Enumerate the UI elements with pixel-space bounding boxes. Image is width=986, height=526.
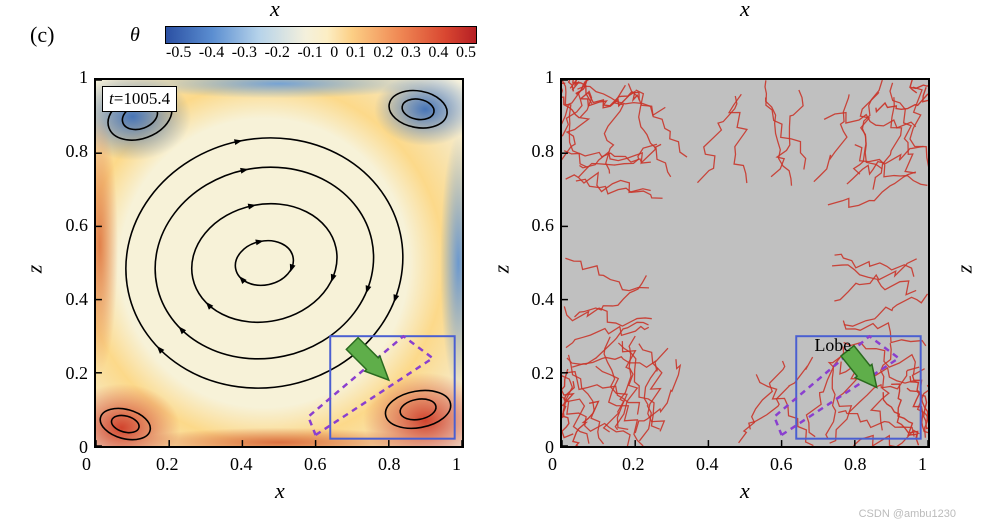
y-tick-label: 0 bbox=[54, 437, 88, 458]
axis-x-top-right: x bbox=[740, 0, 750, 22]
left-x-label: x bbox=[275, 478, 285, 504]
x-tick-label: 0.2 bbox=[622, 454, 645, 475]
y-tick-label: 0 bbox=[520, 437, 554, 458]
colorbar-ticks: -0.5 -0.4 -0.3 -0.2 -0.1 0 0.1 0.2 0.3 0.4 0.5 bbox=[166, 44, 476, 62]
x-tick-label: 0.8 bbox=[378, 454, 401, 475]
colorbar: -0.5 -0.4 -0.3 -0.2 -0.1 0 0.1 0.2 0.3 0.4 0.5 bbox=[165, 26, 477, 62]
y-tick-label: 0.4 bbox=[54, 289, 88, 310]
colorbar-tick: 0.5 bbox=[456, 44, 476, 62]
right-panel-svg: Lobe bbox=[562, 80, 928, 446]
x-tick-label: 0.6 bbox=[770, 454, 793, 475]
x-tick-label: 0.4 bbox=[230, 454, 253, 475]
y-tick-label: 0.2 bbox=[54, 363, 88, 384]
right-x-label: x bbox=[740, 478, 750, 504]
colorbar-tick: -0.4 bbox=[199, 44, 224, 62]
colorbar-tick: -0.2 bbox=[265, 44, 290, 62]
right-panel-plot: Lobe bbox=[560, 78, 930, 448]
y-tick-label: 0.8 bbox=[520, 141, 554, 162]
time-label: t=1005.4 bbox=[102, 86, 177, 112]
y-tick-label: 0.4 bbox=[520, 289, 554, 310]
y-tick-label: 0.6 bbox=[54, 215, 88, 236]
colorbar-tick: 0.2 bbox=[373, 44, 393, 62]
colorbar-tick: 0 bbox=[330, 44, 338, 62]
lobe-label: Lobe bbox=[815, 335, 852, 355]
colorbar-tick: 0.1 bbox=[346, 44, 366, 62]
y-tick-label: 0.8 bbox=[54, 141, 88, 162]
colorbar-tick: 0.3 bbox=[401, 44, 421, 62]
x-tick-label: 0.8 bbox=[844, 454, 867, 475]
watermark: CSDN @ambu1230 bbox=[859, 508, 956, 520]
left-y-label: z bbox=[21, 265, 47, 274]
right-y-label: z bbox=[488, 265, 514, 274]
x-tick-label: 0.4 bbox=[696, 454, 719, 475]
right-z-label-extra: z bbox=[951, 265, 977, 274]
colorbar-tick: 0.4 bbox=[428, 44, 448, 62]
x-tick-label: 0.6 bbox=[304, 454, 327, 475]
y-tick-label: 1 bbox=[54, 67, 88, 88]
colorbar-tick: -0.5 bbox=[166, 44, 191, 62]
x-tick-label: 1 bbox=[452, 454, 461, 475]
y-tick-label: 1 bbox=[520, 67, 554, 88]
colorbar-tick: -0.3 bbox=[232, 44, 257, 62]
x-tick-label: 1 bbox=[918, 454, 927, 475]
y-tick-label: 0.2 bbox=[520, 363, 554, 384]
x-tick-label: 0.2 bbox=[156, 454, 179, 475]
colorbar-symbol: θ bbox=[130, 24, 140, 47]
time-value: =1005.4 bbox=[114, 89, 170, 108]
y-tick-label: 0.6 bbox=[520, 215, 554, 236]
panel-label: (c) bbox=[30, 22, 54, 48]
axis-x-top-left: x bbox=[270, 0, 280, 22]
figure-container: (c) x x θ -0.5 -0.4 -0.3 -0.2 -0.1 0 0.1 0.2 0.3… bbox=[0, 0, 986, 526]
left-panel-svg bbox=[96, 80, 462, 446]
colorbar-tick: -0.1 bbox=[297, 44, 322, 62]
left-panel-plot: t=1005.4 bbox=[94, 78, 464, 448]
colorbar-gradient bbox=[165, 26, 477, 44]
